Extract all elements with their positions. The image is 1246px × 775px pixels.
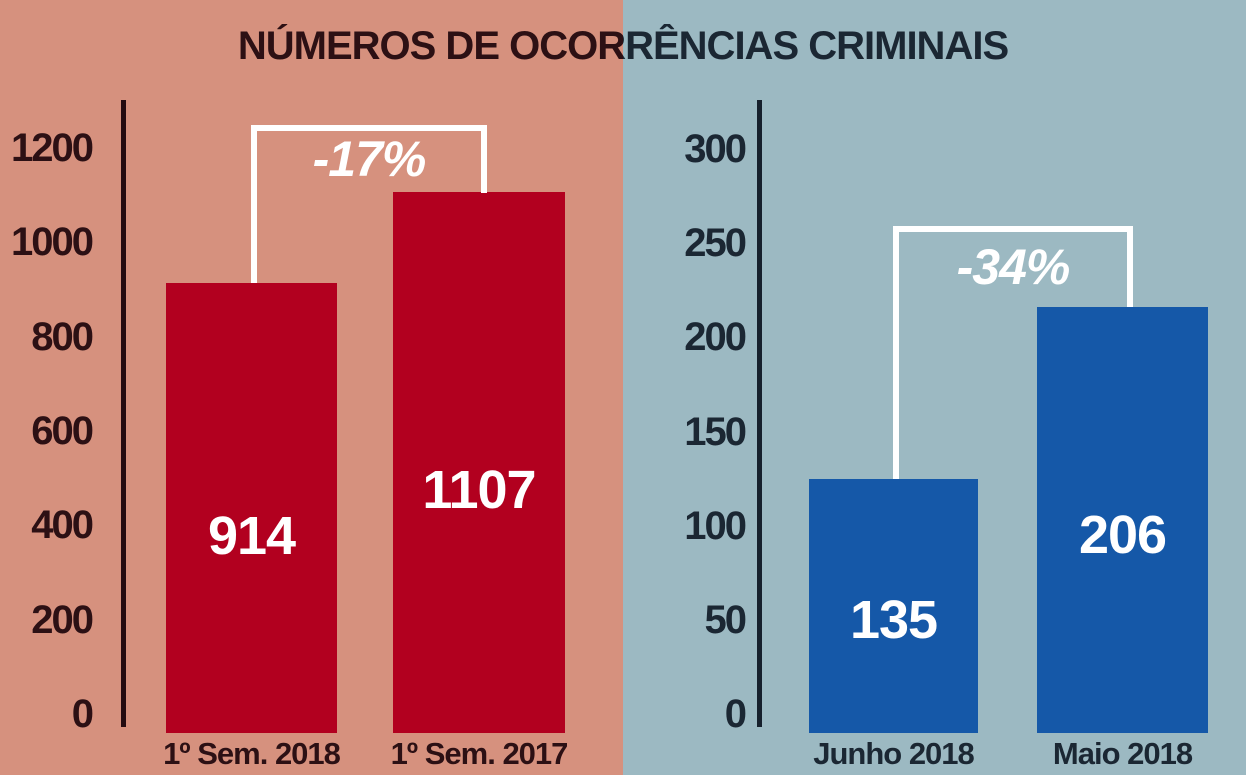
left-bracket-line bbox=[251, 125, 487, 131]
left-y-axis-line bbox=[121, 100, 126, 727]
y-tick-label: 50 bbox=[704, 597, 748, 642]
right-bracket-line bbox=[893, 226, 899, 479]
bar-1sem-2017: 1107 bbox=[393, 192, 565, 733]
y-tick-label: 800 bbox=[31, 314, 94, 359]
right-percent-change-label: -34% bbox=[956, 239, 1071, 295]
y-tick-label: 200 bbox=[684, 315, 747, 360]
y-tick-label: 400 bbox=[31, 503, 94, 548]
bar-value-label: 914 bbox=[207, 506, 296, 566]
y-tick-label: 100 bbox=[684, 503, 747, 548]
y-tick-label: 300 bbox=[684, 127, 747, 171]
left-percent-change-label: -17% bbox=[312, 131, 427, 187]
chart-title: NÚMEROS DE OCORRÊNCIAS CRIMINAIS bbox=[0, 24, 1246, 68]
left-bracket-line bbox=[481, 125, 487, 193]
bar-value-label: 206 bbox=[1078, 505, 1167, 565]
bar-maio-2018: 206 bbox=[1037, 307, 1208, 733]
y-tick-label: 1200 bbox=[11, 126, 94, 170]
y-tick-label: 200 bbox=[31, 597, 94, 642]
right-bracket-line bbox=[1127, 226, 1133, 307]
y-tick-label: 0 bbox=[724, 692, 747, 736]
y-tick-label: 1000 bbox=[11, 220, 94, 265]
y-tick-label: 600 bbox=[31, 409, 94, 453]
y-tick-label: 250 bbox=[684, 221, 747, 266]
x-axis-label-maio-2018: Maio 2018 bbox=[1052, 736, 1193, 771]
x-axis-label-1sem-2018: 1º Sem. 2018 bbox=[163, 736, 341, 771]
x-axis-label-junho-2018: Junho 2018 bbox=[813, 736, 975, 771]
y-tick-label: 0 bbox=[71, 692, 94, 736]
bar-junho-2018: 135 bbox=[809, 479, 978, 733]
right-bracket-line bbox=[893, 226, 1133, 232]
bar-1sem-2018: 914 bbox=[166, 283, 337, 733]
right-y-axis-line bbox=[757, 100, 762, 727]
x-axis-label-1sem-2017: 1º Sem. 2017 bbox=[390, 736, 569, 771]
left-bracket-line bbox=[251, 125, 257, 283]
y-tick-label: 150 bbox=[684, 409, 747, 454]
bar-value-label: 1107 bbox=[422, 460, 536, 520]
bar-value-label: 135 bbox=[849, 590, 938, 650]
